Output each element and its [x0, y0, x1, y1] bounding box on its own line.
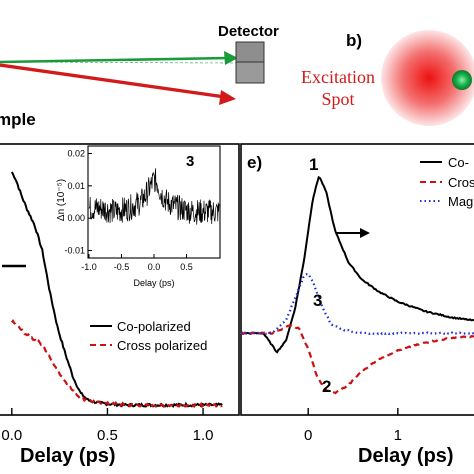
inset-ytick-label: 0.00 — [67, 213, 85, 223]
probe-spot — [452, 70, 472, 90]
schematic-panel-a: Detector mple — [0, 23, 279, 129]
panel-b-label: b) — [346, 31, 362, 50]
annotation-3: 3 — [313, 291, 322, 310]
inset-xtick-label: -0.5 — [114, 262, 130, 272]
panel-d-xtick-label: 0.0 — [1, 427, 22, 444]
panel-e-xlabel: Delay (ps) — [358, 445, 454, 467]
detector-box-top — [235, 41, 265, 63]
panel-d-xticks: 0.0 0.5 1.0 — [1, 408, 213, 444]
inset-xlabel: Delay (ps) — [133, 278, 174, 288]
legend-d-co-label: Co-polarized — [117, 319, 191, 334]
panel-e-frame — [240, 143, 474, 416]
panel-e-xtick-label: 1 — [394, 427, 402, 444]
series-line-mag — [240, 272, 474, 336]
sample-label: mple — [0, 110, 36, 129]
schematic-panel-b: b) Excitation Spot — [301, 30, 474, 126]
legend-e-mag-label: Mag — [448, 194, 473, 209]
legend-e-co-label: Co- — [448, 155, 469, 170]
series-line-cross-polarized — [10, 318, 223, 409]
reference-dashed-line — [0, 61, 241, 64]
excitation-label-line1: Excitation — [301, 67, 375, 87]
inset-ytick-label: 0.01 — [67, 181, 85, 191]
inset-yticks: 0.02 0.01 0.00 -0.01 — [64, 148, 92, 256]
inset-xtick-label: 0.0 — [148, 262, 161, 272]
inset-xtick-label: 0.5 — [180, 262, 193, 272]
panel-d-legend: Co-polarized Cross polarized — [90, 319, 207, 353]
detector-label: Detector — [218, 23, 279, 40]
panel-e-series-group — [240, 175, 474, 395]
annotation-2: 2 — [322, 377, 331, 396]
panel-d-xtick-label: 0.5 — [97, 427, 118, 444]
panel-d-xlabel: Delay (ps) — [20, 445, 116, 467]
panel-d-xtick-label: 1.0 — [193, 427, 214, 444]
panel-e-legend: Co- Cros Mag — [420, 155, 474, 209]
inset-panel-number: 3 — [186, 153, 194, 170]
detector-box-bottom — [235, 61, 265, 84]
inset-ytick-label: 0.02 — [67, 148, 85, 158]
panel-e-xtick-label: 0 — [304, 427, 312, 444]
green-beam-arrowhead — [224, 51, 238, 65]
legend-d-cross-label: Cross polarized — [117, 338, 207, 353]
panel-e-label: e) — [247, 153, 262, 172]
series-line-co- — [240, 175, 474, 354]
inset-frame — [87, 145, 221, 259]
green-beam — [0, 56, 229, 64]
direction-arrow-head — [360, 228, 370, 238]
red-beam-arrowhead — [219, 90, 236, 105]
panel-d-series-group — [10, 171, 223, 409]
inset-xticks: -1.0 -0.5 0.0 0.5 — [81, 254, 193, 272]
legend-e-cross-label: Cros — [448, 175, 474, 190]
inset-xtick-label: -1.0 — [81, 262, 97, 272]
panel-d-chart: 0.0 0.5 1.0 Delay (ps) Co-polarized Cross … — [0, 143, 240, 467]
inset-ytick-label: -0.01 — [64, 246, 85, 256]
red-beam — [0, 63, 226, 99]
annotation-1: 1 — [309, 155, 318, 174]
excitation-spot — [381, 30, 474, 126]
inset-series-group — [88, 168, 220, 225]
inset-trace — [88, 168, 220, 225]
series-line-cros — [240, 324, 474, 395]
inset-chart: 0.02 0.01 0.00 -0.01 -1.0 -0.5 0.0 0.5 3 Δn (1… — [56, 145, 221, 288]
inset-ylabel: Δn (10⁻⁵) — [56, 179, 67, 221]
excitation-label-line2: Spot — [321, 89, 354, 109]
panel-d-frame — [0, 143, 240, 416]
